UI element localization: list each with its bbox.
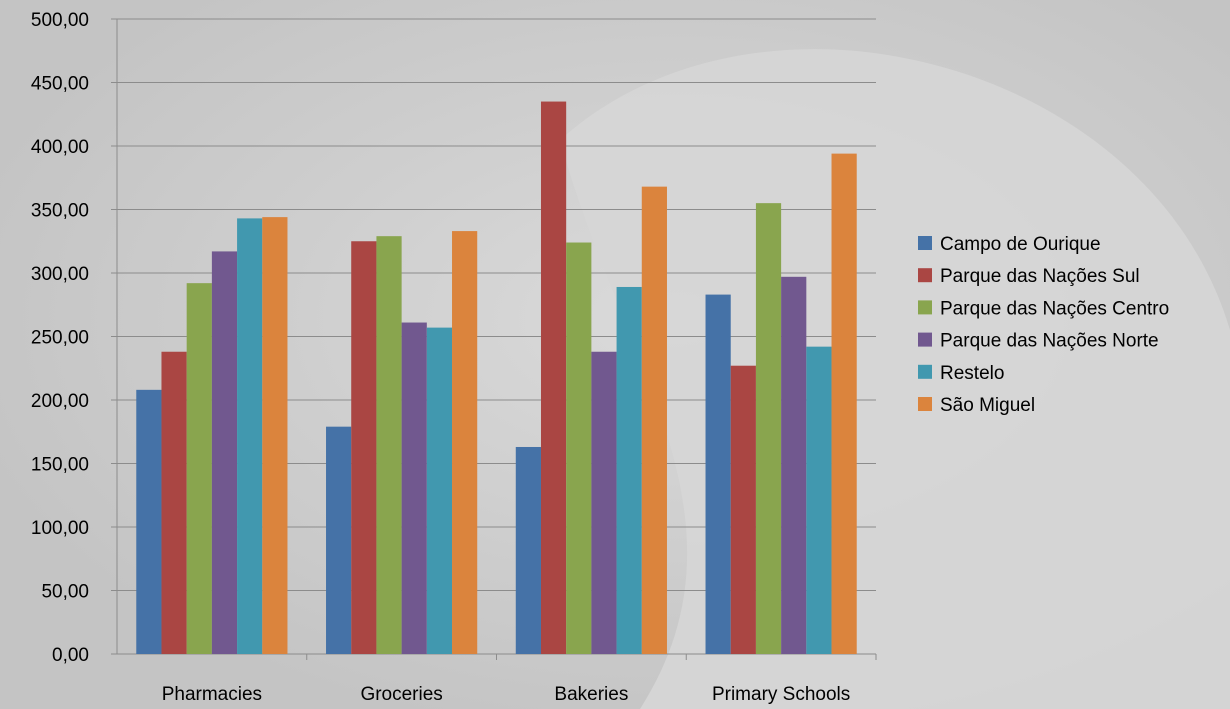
legend-swatch xyxy=(918,397,932,411)
bar-3-1 xyxy=(187,283,212,654)
y-tick-label: 500,00 xyxy=(31,10,89,31)
bar-4-3 xyxy=(591,352,616,654)
y-tick-label: 0,00 xyxy=(52,645,89,666)
legend-label: São Miguel xyxy=(940,395,1035,416)
legend-label: Parque das Nações Norte xyxy=(940,331,1159,352)
y-tick-label: 300,00 xyxy=(31,264,89,285)
bar-1-3 xyxy=(516,447,541,654)
legend-swatch xyxy=(918,333,932,347)
x-tick-label: Groceries xyxy=(360,684,442,705)
y-tick-label: 150,00 xyxy=(31,455,89,476)
legend-swatch xyxy=(918,365,932,379)
bar-2-2 xyxy=(351,241,376,654)
bar-2-1 xyxy=(161,352,186,654)
bar-1-2 xyxy=(326,427,351,654)
x-tick-label: Pharmacies xyxy=(162,684,262,705)
y-tick-label: 250,00 xyxy=(31,328,89,349)
legend-label: Parque das Nações Sul xyxy=(940,266,1140,287)
bar-5-2 xyxy=(427,328,452,654)
y-tick-label: 350,00 xyxy=(31,201,89,222)
bar-6-3 xyxy=(642,187,667,654)
bar-5-3 xyxy=(617,287,642,654)
x-tick-label: Bakeries xyxy=(554,684,628,705)
legend-label: Campo de Ourique xyxy=(940,234,1101,255)
bar-6-1 xyxy=(262,217,287,654)
bar-3-2 xyxy=(376,236,401,654)
bar-6-4 xyxy=(832,154,857,654)
bar-1-4 xyxy=(706,295,731,654)
y-tick-label: 450,00 xyxy=(31,74,89,95)
bar-4-4 xyxy=(781,277,806,654)
y-tick-label: 50,00 xyxy=(41,582,89,603)
bar-3-4 xyxy=(756,203,781,654)
bar-6-2 xyxy=(452,231,477,654)
legend-swatch xyxy=(918,300,932,314)
y-tick-label: 100,00 xyxy=(31,518,89,539)
bar-3-3 xyxy=(566,243,591,654)
bar-4-2 xyxy=(402,323,427,654)
bar-1-1 xyxy=(136,390,161,654)
legend-label: Restelo xyxy=(940,363,1004,384)
legend-swatch xyxy=(918,268,932,282)
x-tick-label: Primary Schools xyxy=(712,684,850,705)
y-tick-label: 200,00 xyxy=(31,391,89,412)
bar-5-4 xyxy=(806,347,831,654)
bar-5-1 xyxy=(237,218,262,654)
legend-swatch xyxy=(918,236,932,250)
bar-2-4 xyxy=(731,366,756,654)
bar-2-3 xyxy=(541,102,566,654)
bar-4-1 xyxy=(212,251,237,654)
legend-label: Parque das Nações Centro xyxy=(940,298,1169,319)
y-tick-label: 400,00 xyxy=(31,137,89,158)
